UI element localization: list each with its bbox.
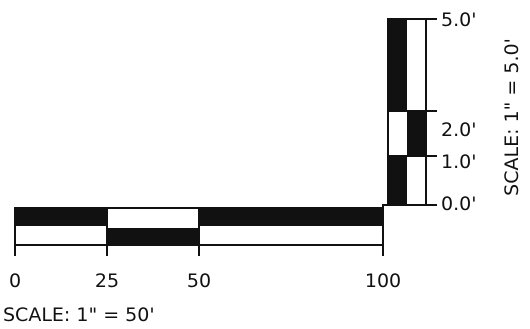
h-segment-0-25	[15, 208, 107, 226]
h-tick-label-25: 25	[95, 270, 119, 292]
h-tick-label-50: 50	[187, 270, 211, 292]
v-segment-2-5	[388, 19, 407, 111]
v-segment-0-1	[388, 156, 407, 205]
v-tick-label-2: 2.0'	[441, 119, 476, 141]
vertical-scale-caption: SCALE: 1" = 5.0'	[501, 38, 523, 196]
horizontal-scale-caption: SCALE: 1" = 50'	[3, 304, 155, 326]
corner-connector	[382, 204, 398, 228]
h-segment-25-50	[107, 228, 199, 245]
v-tick-label-5: 5.0'	[441, 9, 476, 31]
h-tick-label-0: 0	[9, 270, 21, 292]
v-segment-1-2	[407, 111, 426, 156]
v-tick-label-1: 1.0'	[441, 151, 476, 173]
h-tick-label-100: 100	[365, 270, 401, 292]
h-segment-50-100	[199, 208, 383, 226]
vertical-scale-bar	[387, 18, 437, 206]
v-tick-label-0: 0.0'	[441, 193, 476, 215]
horizontal-scale-bar	[14, 207, 384, 256]
